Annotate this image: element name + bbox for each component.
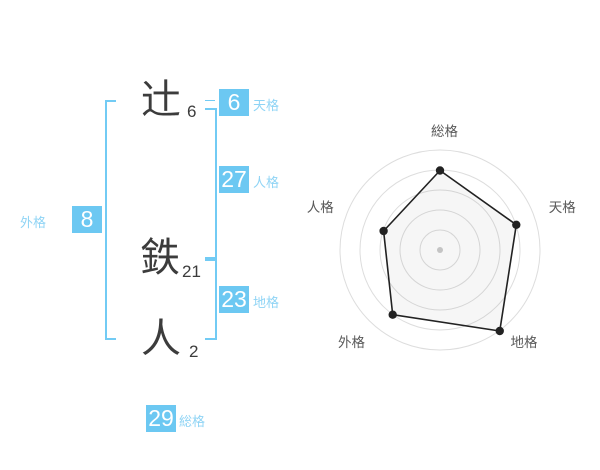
svg-text:総格: 総格 (431, 124, 458, 139)
svg-text:人格: 人格 (307, 200, 334, 215)
svg-text:外格: 外格 (338, 335, 365, 350)
svg-text:地格: 地格 (511, 335, 539, 350)
svg-text:天格: 天格 (549, 200, 577, 215)
